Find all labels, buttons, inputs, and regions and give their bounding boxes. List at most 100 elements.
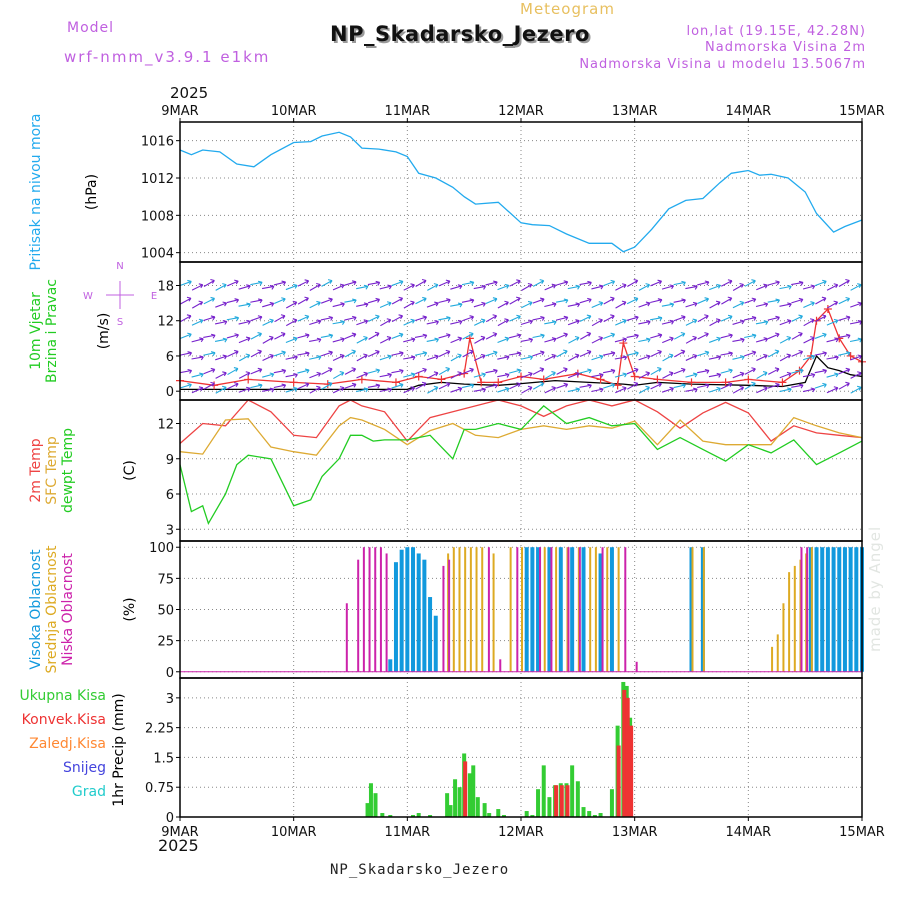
wind-arrow xyxy=(579,383,592,389)
wind-arrow xyxy=(732,371,745,379)
wind-arrow xyxy=(744,367,756,375)
series-line-speed xyxy=(180,354,863,391)
wind-arrow xyxy=(732,319,745,325)
bar-srednja-oblacnost xyxy=(617,547,620,672)
bar-niska-oblacnost xyxy=(516,547,519,672)
wind-arrow xyxy=(756,371,768,380)
y-tick-label: 0 xyxy=(166,385,174,400)
y-axis-label: dewpt Temp xyxy=(60,428,76,513)
wind-arrow xyxy=(367,383,381,389)
wind-arrow xyxy=(485,297,498,304)
wind-arrow xyxy=(379,336,392,344)
bar-visoka-oblacnost xyxy=(570,547,575,672)
wind-arrow xyxy=(580,331,592,340)
bar-niska-oblacnost xyxy=(601,547,604,672)
gust-marker xyxy=(619,339,628,348)
wind-arrow xyxy=(591,387,604,393)
gust-marker xyxy=(846,351,855,360)
wind-arrow xyxy=(732,355,745,360)
bar-visoka-oblacnost xyxy=(820,547,825,672)
year-label-top: 2025 xyxy=(170,84,209,102)
y-axis-label: Brzina i Pravac xyxy=(44,279,60,383)
wind-arrow xyxy=(732,337,745,343)
wind-arrow xyxy=(638,385,650,394)
wind-arrow xyxy=(826,355,839,361)
wind-arrow xyxy=(238,371,251,379)
wind-arrow xyxy=(744,381,756,390)
wind-arrow xyxy=(215,301,228,308)
wind-arrow xyxy=(214,337,228,343)
wind-arrow xyxy=(779,319,792,326)
wind-arrow xyxy=(379,354,392,361)
wind-arrow xyxy=(391,279,404,287)
bar-ukupna-kisa xyxy=(380,813,385,817)
gust-marker xyxy=(539,375,548,384)
precip-legend-label: Zaledj.Kisa xyxy=(29,736,106,752)
bar-visoka-oblacnost xyxy=(405,547,410,672)
wind-arrow xyxy=(391,332,404,340)
wind-arrow xyxy=(462,367,474,375)
wind-arrow xyxy=(803,354,816,361)
wind-arrow xyxy=(332,386,345,394)
x-tick-label-top: 13MAR xyxy=(612,104,658,119)
wind-arrow xyxy=(508,333,522,339)
wind-arrow xyxy=(356,387,369,393)
bar-konvek.kisa xyxy=(625,697,630,817)
wind-arrow xyxy=(544,320,557,325)
wind-arrow xyxy=(262,372,275,378)
bar-visoka-oblacnost xyxy=(422,559,427,672)
wind-arrow xyxy=(779,335,792,344)
wind-arrow xyxy=(814,368,828,374)
y-axis-label: Visoka Oblacnost xyxy=(28,549,44,670)
bar-srednja-oblacnost xyxy=(543,547,546,672)
y-axis-label: Niska Oblacnost xyxy=(60,553,76,666)
wind-arrow xyxy=(756,386,768,394)
wind-arrow xyxy=(426,301,439,308)
wind-arrow xyxy=(320,315,334,321)
wind-arrow xyxy=(215,283,227,291)
wind-arrow xyxy=(626,351,639,356)
wind-arrow xyxy=(791,297,804,304)
wind-arrow xyxy=(227,367,239,376)
wind-arrow xyxy=(474,335,486,344)
bar-srednja-oblacnost xyxy=(589,547,592,672)
bar-ukupna-kisa xyxy=(496,809,501,817)
wind-arrow xyxy=(673,383,686,389)
wind-arrow xyxy=(626,367,639,375)
chart-title: NP_Skadarsko_Jezero xyxy=(330,22,590,46)
wind-arrow xyxy=(532,381,545,390)
wind-arrow xyxy=(697,280,710,286)
wind-arrow xyxy=(532,279,545,287)
wind-arrow xyxy=(191,372,204,378)
wind-arrow xyxy=(697,314,709,323)
wind-arrow xyxy=(520,319,533,326)
precip-legend-label: Grad xyxy=(72,784,106,800)
wind-arrow xyxy=(838,278,850,287)
bar-visoka-oblacnost xyxy=(393,562,398,672)
wind-arrow xyxy=(356,371,369,379)
wind-arrow xyxy=(427,385,439,394)
wind-arrow xyxy=(497,318,509,327)
bar-ukupna-kisa xyxy=(487,813,492,817)
wind-arrow xyxy=(697,368,710,374)
wind-arrow xyxy=(191,337,204,343)
wind-arrow xyxy=(391,296,404,305)
wind-arrow xyxy=(321,367,333,375)
model-elevation: Nadmorska Visina u modelu 13.5067m xyxy=(579,57,866,72)
wind-arrow xyxy=(661,319,675,325)
wind-arrow xyxy=(815,314,827,323)
wind-arrow xyxy=(485,332,498,340)
wind-arrow xyxy=(415,381,427,390)
wind-arrow xyxy=(638,337,651,343)
y-axis-label: 1hr Precip (mm) xyxy=(111,693,127,806)
wind-arrow xyxy=(650,333,663,339)
wind-arrow xyxy=(403,337,416,343)
precip-legend-label: Konvek.Kisa xyxy=(22,712,106,728)
bar-niska-oblacnost xyxy=(487,547,490,672)
bar-niska-oblacnost xyxy=(448,559,451,672)
bar-niska-oblacnost xyxy=(550,547,553,672)
y-axis-label: (m/s) xyxy=(96,313,112,350)
wind-arrow xyxy=(791,280,804,286)
wind-arrow xyxy=(297,333,310,339)
wind-arrow xyxy=(191,300,204,309)
